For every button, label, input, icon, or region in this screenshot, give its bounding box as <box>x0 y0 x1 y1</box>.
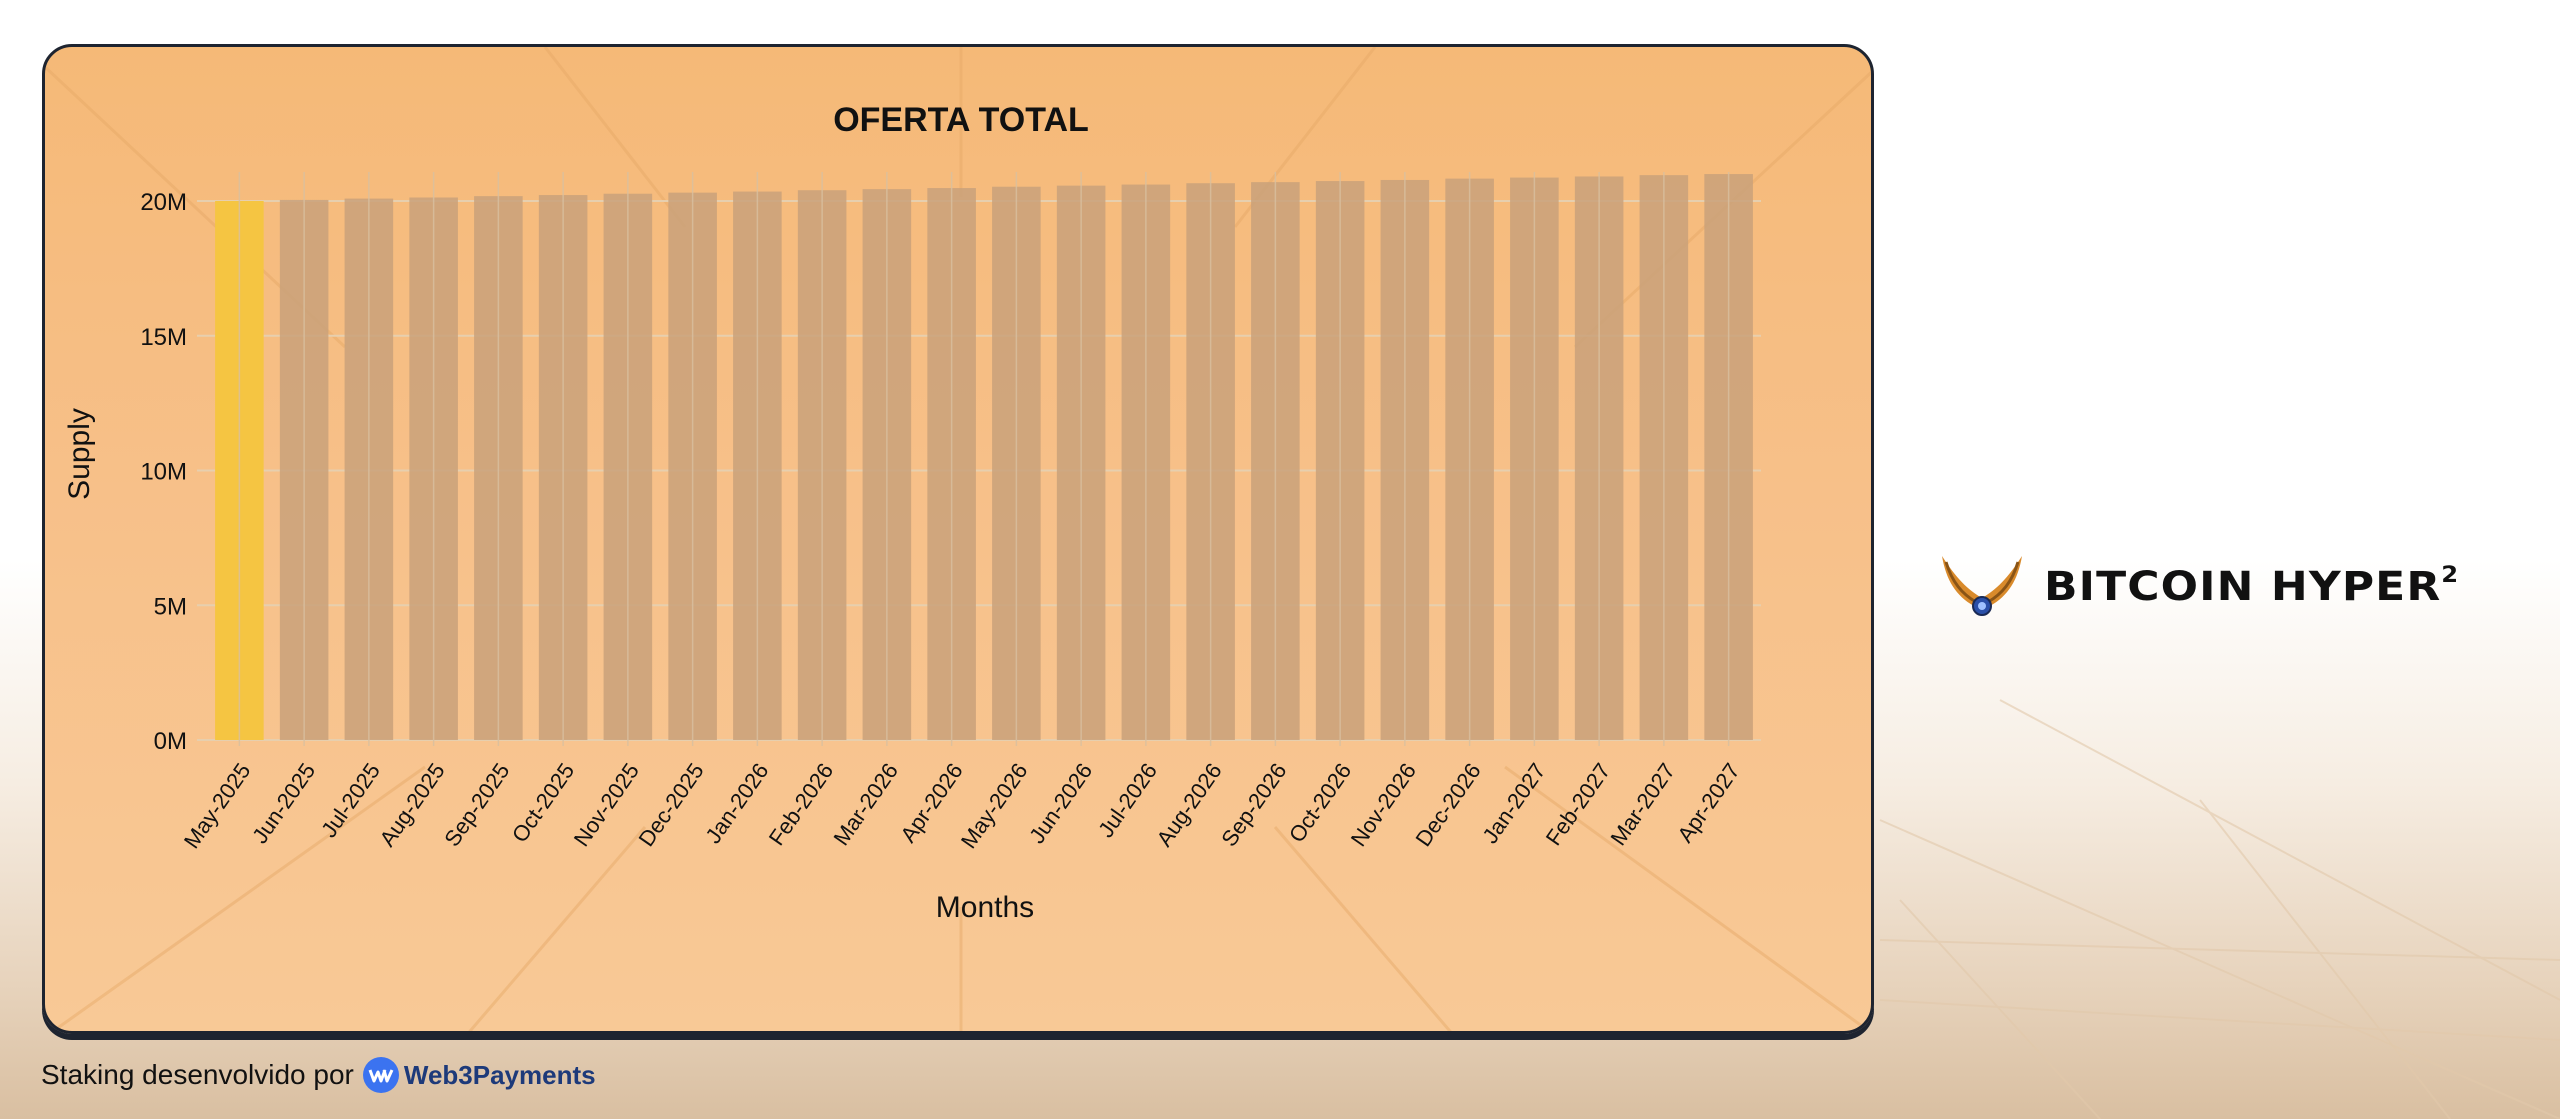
x-axis-label: Months <box>936 891 1034 924</box>
y-axis-ticks: 0M 5M 10M 15M 20M <box>140 189 187 755</box>
y-tick-label: 0M <box>154 728 187 755</box>
web3payments-link[interactable]: Web3Payments <box>362 1056 596 1094</box>
x-axis-ticks: May-2025Jun-2025Jul-2025Aug-2025Sep-2025… <box>179 759 1745 853</box>
x-tick-label: Dec-2026 <box>1411 759 1486 851</box>
x-tick-label: May-2025 <box>179 759 256 853</box>
brand-name: BITCOIN HYPER2 <box>2044 562 2460 610</box>
chart-vertical-grid <box>238 172 1730 746</box>
x-tick-label: Oct-2026 <box>1284 759 1356 847</box>
brand-logo: BITCOIN HYPER2 <box>1938 550 2458 622</box>
wings-icon <box>1942 556 2022 616</box>
x-tick-label: Jun-2025 <box>247 759 320 848</box>
chart-bars <box>215 174 1753 741</box>
y-axis-label: Supply <box>63 408 96 500</box>
x-tick-label: Feb-2026 <box>764 759 839 850</box>
footer-prefix: Staking desenvolvido por <box>41 1059 354 1090</box>
y-tick-label: 20M <box>140 189 187 216</box>
x-tick-label: Oct-2025 <box>507 759 579 847</box>
x-tick-label: Jun-2026 <box>1024 759 1097 848</box>
x-tick-label: Dec-2025 <box>634 759 709 851</box>
x-tick-label: Apr-2027 <box>1672 759 1744 847</box>
x-tick-label: Sep-2025 <box>439 759 514 852</box>
x-tick-label: Mar-2027 <box>1605 759 1679 850</box>
y-tick-label: 5M <box>154 593 187 620</box>
x-tick-label: Sep-2026 <box>1216 759 1291 852</box>
chart-card: OFERTA TOTAL 0M 5M 10M 15M 20M May-2025 Jun-2… <box>42 44 1874 1034</box>
x-tick-label: Feb-2027 <box>1541 759 1616 850</box>
x-tick-label: Apr-2026 <box>895 759 967 847</box>
y-tick-label: 15M <box>140 324 187 351</box>
x-tick-label: Jan-2026 <box>700 759 773 848</box>
x-tick-label: Jul-2026 <box>1093 759 1162 842</box>
chart-title: OFERTA TOTAL <box>833 101 1089 139</box>
footer: Staking desenvolvido por Web3Payments <box>41 1056 596 1094</box>
x-tick-label: Mar-2026 <box>828 759 902 850</box>
y-tick-label: 10M <box>140 459 187 486</box>
web3payments-icon <box>362 1057 399 1093</box>
x-tick-label: Jul-2025 <box>316 759 385 842</box>
web3payments-brand: Web3Payments <box>403 1059 596 1090</box>
